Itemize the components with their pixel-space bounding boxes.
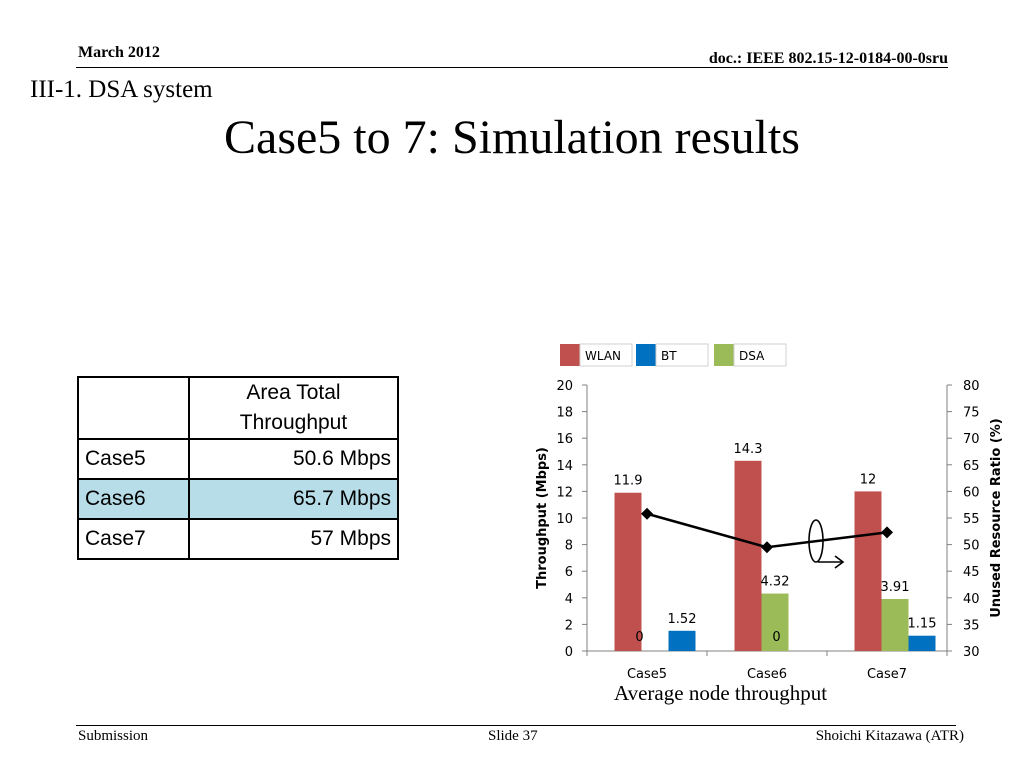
y2-tick-label: 70	[963, 432, 980, 447]
y-tick-label: 0	[565, 645, 573, 660]
data-label-bt: 0	[772, 630, 780, 645]
table-header-throughput: Area Total Throughput	[188, 376, 399, 440]
y-tick-label: 14	[556, 459, 573, 474]
legend-label-bt: BT	[661, 349, 677, 363]
bar-wlan	[734, 460, 762, 651]
footer-slide-number: Slide 37	[488, 728, 538, 744]
header-doc-id: doc.: IEEE 802.15-12-0184-00-0sru	[708, 50, 948, 67]
y2-tick-label: 40	[963, 592, 980, 607]
table-row: Case6 65.7 Mbps	[77, 478, 399, 520]
y2-axis-title: Unused Resource Ratio (%)	[989, 418, 1004, 617]
y-axis-title: Throughput (Mbps)	[535, 447, 550, 589]
annotation-arrow-head	[834, 555, 845, 569]
throughput-table: Area Total Throughput Case5 50.6 Mbps Ca…	[77, 376, 399, 560]
legend-label-wlan: WLAN	[585, 349, 621, 363]
annotation-ellipse	[808, 519, 824, 563]
legend-label-dsa: DSA	[739, 349, 765, 363]
data-label-wlan: 11.9	[614, 474, 643, 489]
legend-box-dsa	[733, 343, 787, 367]
table-row: Case5 50.6 Mbps	[77, 438, 399, 480]
section-label: III-1. DSA system	[30, 76, 213, 103]
table-cell-case: Case5	[77, 438, 190, 480]
header-rule	[76, 67, 948, 68]
footer-author: Shoichi Kitazawa (ATR)	[815, 728, 964, 744]
header-date: March 2012	[78, 44, 160, 61]
table-cell-value: 65.7 Mbps	[188, 478, 399, 520]
data-label-dsa: 0	[635, 630, 643, 645]
legend-swatch-wlan	[560, 344, 580, 366]
bar-wlan	[854, 491, 882, 651]
table-header-row: Area Total Throughput	[77, 376, 399, 440]
y-tick-label: 10	[556, 512, 573, 527]
table-row: Case7 57 Mbps	[77, 518, 399, 560]
y2-tick-label: 80	[963, 379, 980, 394]
bar-dsa	[761, 593, 789, 651]
data-label-wlan: 14.3	[734, 442, 763, 457]
table-cell-value: 57 Mbps	[188, 518, 399, 560]
y2-tick-label: 75	[963, 406, 980, 421]
y-tick-label: 8	[565, 539, 573, 554]
y2-tick-label: 60	[963, 485, 980, 500]
data-label-dsa: 3.91	[881, 580, 910, 595]
y2-tick-label: 50	[963, 539, 980, 554]
y-tick-label: 4	[565, 592, 573, 607]
bar-bt	[668, 630, 696, 651]
legend-box-bt	[655, 343, 709, 367]
bar-dsa	[881, 598, 909, 651]
line-marker	[881, 526, 893, 539]
y-tick-label: 16	[556, 432, 573, 447]
y-tick-label: 2	[565, 618, 573, 633]
line-marker	[761, 541, 773, 554]
line-marker	[641, 507, 653, 520]
y-tick-label: 18	[556, 406, 573, 421]
data-label-bt: 1.15	[908, 617, 937, 632]
footer-submission: Submission	[78, 728, 149, 744]
table-cell-value: 50.6 Mbps	[188, 438, 399, 480]
legend-swatch-bt	[636, 344, 656, 366]
y2-tick-label: 65	[963, 459, 980, 474]
bar-bt	[908, 635, 936, 651]
y-tick-label: 6	[565, 565, 573, 580]
table-cell-case: Case7	[77, 518, 190, 560]
table-cell-case: Case6	[77, 478, 190, 520]
data-label-bt: 1.52	[668, 612, 697, 627]
footer-rule	[76, 725, 956, 726]
x-tick-label: Case5	[627, 667, 667, 682]
y2-tick-label: 55	[963, 512, 980, 527]
data-label-wlan: 12	[860, 472, 877, 487]
slide-title: Case5 to 7: Simulation results	[224, 111, 800, 164]
chart-caption: Average node throughput	[614, 681, 828, 705]
y2-tick-label: 45	[963, 565, 980, 580]
y-tick-label: 20	[556, 379, 573, 394]
y2-tick-label: 30	[963, 645, 980, 660]
legend-box-wlan	[579, 343, 633, 367]
data-label-dsa: 4.32	[761, 575, 790, 590]
table-header-empty	[77, 376, 190, 440]
x-tick-label: Case7	[867, 667, 907, 682]
legend-swatch-dsa	[714, 344, 734, 366]
y-tick-label: 12	[556, 485, 573, 500]
bar-wlan	[614, 492, 642, 651]
x-tick-label: Case6	[747, 667, 787, 682]
y2-tick-label: 35	[963, 618, 980, 633]
